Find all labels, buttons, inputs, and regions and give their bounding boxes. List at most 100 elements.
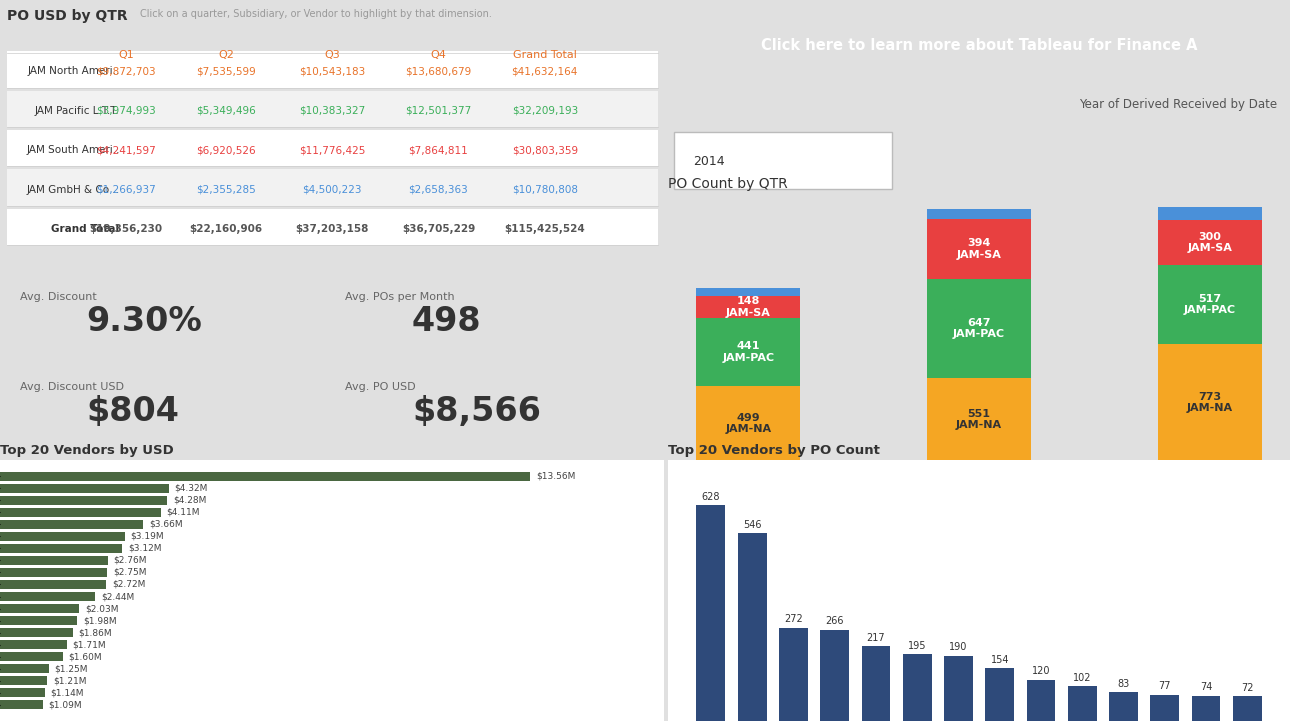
Text: Avg. Discount USD: Avg. Discount USD (19, 381, 124, 392)
Text: $8,566: $8,566 (412, 395, 541, 428)
Text: PO USD by QTR: PO USD by QTR (6, 9, 128, 23)
Text: 499
JAM-NA: 499 JAM-NA (725, 412, 771, 434)
Text: $10,780,808: $10,780,808 (512, 185, 578, 195)
Text: JAM North Ameri..: JAM North Ameri.. (27, 66, 120, 76)
Text: JAM Pacific L.T.T.: JAM Pacific L.T.T. (35, 106, 120, 116)
Text: $4,241,597: $4,241,597 (97, 145, 156, 155)
Text: $6,920,526: $6,920,526 (196, 145, 255, 155)
Bar (0, 592, 95, 601)
Text: 77: 77 (1158, 681, 1171, 691)
Text: $37,203,158: $37,203,158 (295, 224, 369, 234)
Text: 441
JAM-PAC: 441 JAM-PAC (722, 341, 774, 363)
Text: Grand Total: Grand Total (513, 50, 577, 60)
Bar (1158, 344, 1262, 461)
Text: $11,776,425: $11,776,425 (299, 145, 365, 155)
Text: Q3: Q3 (324, 50, 341, 60)
Bar (0, 652, 62, 661)
Text: $1.98M: $1.98M (84, 616, 117, 625)
Text: 2014: 2014 (693, 155, 725, 168)
Text: $804: $804 (86, 395, 179, 428)
Bar (0, 484, 169, 493)
Text: $3,974,993: $3,974,993 (97, 106, 156, 116)
Bar (0, 556, 108, 565)
Text: $2.03M: $2.03M (85, 604, 119, 613)
Text: $2,658,363: $2,658,363 (409, 185, 468, 195)
Text: 551
JAM-NA: 551 JAM-NA (956, 409, 1002, 430)
Text: $13,680,679: $13,680,679 (405, 66, 472, 76)
Text: 74: 74 (1200, 682, 1213, 692)
Bar (1027, 680, 1055, 721)
Text: $12,501,377: $12,501,377 (405, 106, 472, 116)
Text: $41,632,164: $41,632,164 (512, 66, 578, 76)
Bar (944, 656, 973, 721)
Text: PO Count by QTR: PO Count by QTR (668, 177, 788, 191)
Text: Year of Derived Received by Date: Year of Derived Received by Date (1080, 99, 1277, 112)
Bar (738, 534, 766, 721)
Text: $4.11M: $4.11M (166, 508, 200, 517)
Text: $1.25M: $1.25M (54, 664, 88, 673)
Bar (0, 532, 125, 541)
Text: $4.28M: $4.28M (173, 496, 206, 505)
Bar (1109, 692, 1138, 721)
Bar (1158, 208, 1262, 219)
Text: 300
JAM-SA: 300 JAM-SA (1187, 231, 1232, 253)
Bar (0, 700, 43, 709)
Bar (928, 219, 1031, 279)
Bar (697, 288, 800, 296)
Text: $2.75M: $2.75M (114, 568, 147, 577)
Text: $32,209,193: $32,209,193 (512, 106, 578, 116)
Bar (0, 616, 77, 625)
Text: 190: 190 (949, 642, 968, 653)
Text: 272: 272 (784, 614, 802, 624)
Bar (0, 604, 79, 613)
Text: 72: 72 (1241, 683, 1254, 693)
Text: $1,266,937: $1,266,937 (97, 185, 156, 195)
Text: Avg. PO USD: Avg. PO USD (346, 381, 417, 392)
FancyBboxPatch shape (6, 130, 658, 167)
Text: Q1: Q1 (119, 50, 134, 60)
Text: $2,355,285: $2,355,285 (196, 185, 255, 195)
Bar (697, 319, 800, 386)
Bar (0, 496, 168, 505)
Bar (903, 654, 931, 721)
Text: Top 20 Vendors by PO Count: Top 20 Vendors by PO Count (668, 444, 880, 457)
Bar (1151, 694, 1179, 721)
Text: Q4: Q4 (431, 50, 446, 60)
FancyBboxPatch shape (6, 51, 658, 87)
Text: 217: 217 (867, 633, 885, 643)
Bar (0, 472, 530, 481)
Text: $7,864,811: $7,864,811 (409, 145, 468, 155)
Text: $30,803,359: $30,803,359 (512, 145, 578, 155)
Text: 120: 120 (1032, 666, 1050, 676)
Text: $3.66M: $3.66M (148, 520, 182, 529)
Bar (0, 676, 48, 685)
Bar (986, 668, 1014, 721)
Text: $36,705,229: $36,705,229 (402, 224, 475, 234)
Text: 9.30%: 9.30% (86, 306, 203, 338)
Text: 83: 83 (1117, 679, 1130, 689)
Text: $10,383,327: $10,383,327 (299, 106, 365, 116)
Text: $3.19M: $3.19M (130, 532, 164, 541)
Bar (779, 627, 808, 721)
FancyBboxPatch shape (6, 169, 658, 206)
Bar (928, 279, 1031, 378)
Text: $2.72M: $2.72M (112, 580, 146, 589)
Text: 647
JAM-PAC: 647 JAM-PAC (953, 317, 1005, 339)
Text: Q2: Q2 (218, 50, 233, 60)
Bar (697, 505, 725, 721)
Text: 517
JAM-PAC: 517 JAM-PAC (1184, 293, 1236, 315)
Text: $1.86M: $1.86M (79, 628, 112, 637)
Text: $13.56M: $13.56M (535, 472, 575, 481)
Text: 148
JAM-SA: 148 JAM-SA (726, 296, 771, 318)
Text: $3.12M: $3.12M (128, 544, 161, 553)
Text: 773
JAM-NA: 773 JAM-NA (1187, 392, 1233, 413)
Text: 546: 546 (743, 520, 761, 530)
Bar (820, 629, 849, 721)
Bar (0, 508, 161, 517)
Bar (1192, 696, 1220, 721)
Text: $2.44M: $2.44M (101, 592, 134, 601)
Text: $1.71M: $1.71M (72, 640, 106, 649)
Text: $19,356,230: $19,356,230 (90, 224, 163, 234)
Text: $22,160,906: $22,160,906 (190, 224, 262, 234)
Text: $7,535,599: $7,535,599 (196, 66, 255, 76)
